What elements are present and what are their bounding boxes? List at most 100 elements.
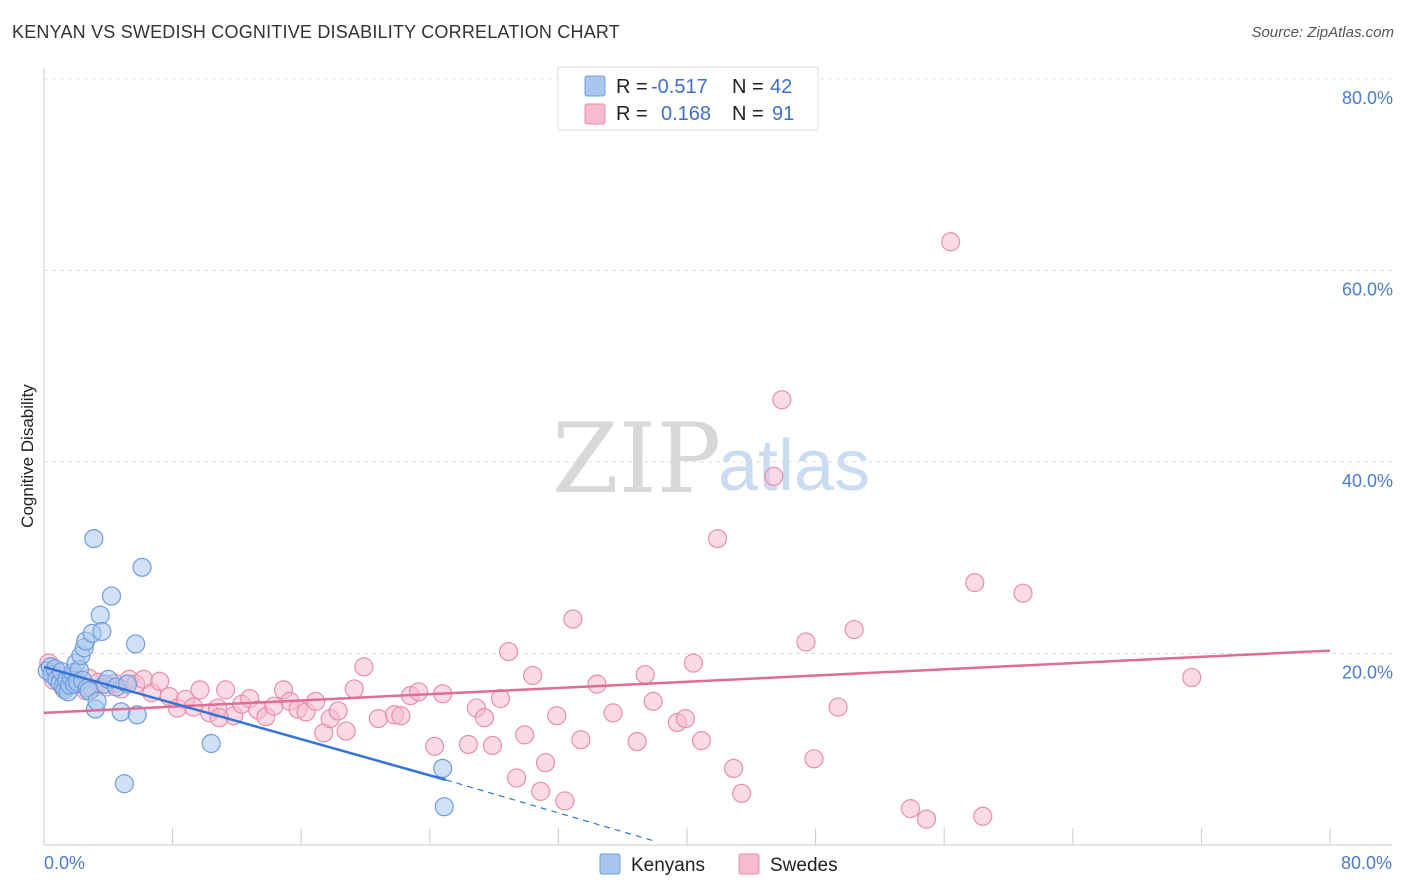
legend-r-label-swedes: R = (616, 103, 648, 125)
swede-point (603, 703, 623, 723)
swede-point (643, 691, 663, 711)
kenyan-point (90, 605, 110, 625)
y-tick-label: 20.0% (1342, 663, 1393, 683)
x-tick-label-max: 80.0% (1341, 853, 1392, 873)
swede-point (587, 674, 607, 694)
swede-point (354, 657, 374, 677)
swede-point (408, 682, 429, 702)
legend-n-label-kenyans: N = (732, 76, 764, 98)
x-ticks (172, 828, 1331, 845)
swede-point (828, 697, 848, 717)
swede-point (772, 390, 792, 410)
legend-n-value-kenyans: 42 (770, 76, 792, 98)
swede-point (535, 753, 556, 773)
swede-point (675, 709, 695, 729)
swede-point (965, 573, 985, 593)
watermark-zip: ZIP (552, 403, 721, 515)
kenyan-point (101, 586, 122, 606)
swede-point (458, 734, 478, 755)
swede-point (344, 679, 364, 699)
swede-point (796, 632, 816, 652)
swede-point (732, 783, 752, 803)
bottom-legend-label-swedes: Swedes (770, 855, 838, 876)
kenyan-point (87, 691, 107, 711)
swede-point (368, 709, 388, 729)
legend-n-label-swedes: N = (732, 103, 764, 125)
legend-r-label-kenyans: R = (616, 76, 648, 98)
bottom-legend-label-kenyans: Kenyans (631, 855, 705, 876)
y-tick-labels: 20.0% 40.0% 60.0% 80.0% (1342, 88, 1393, 683)
swede-point (571, 730, 591, 750)
swede-point (531, 781, 551, 801)
swede-point (523, 665, 543, 686)
kenyan-point (84, 528, 104, 549)
swede-point (490, 688, 511, 709)
kenyan-point (434, 797, 454, 817)
swede-point (190, 680, 210, 700)
gridlines (44, 78, 1392, 654)
swede-point (498, 641, 519, 662)
kenyan-point (433, 758, 453, 779)
axes (43, 68, 1392, 846)
swede-point (563, 609, 583, 629)
kenyan-point (126, 634, 146, 654)
swede-point (482, 735, 503, 756)
swede-point (474, 708, 495, 728)
y-tick-label: 40.0% (1342, 471, 1393, 491)
kenyan-point (127, 705, 147, 725)
trend-lines (43, 649, 1331, 842)
swede-point (973, 806, 993, 826)
swede-point (216, 680, 236, 700)
swede-point (336, 721, 356, 741)
swede-point (515, 725, 535, 745)
swede-point (328, 701, 348, 721)
legend-r-value-kenyans: -0.517 (651, 76, 708, 98)
swede-point (941, 232, 961, 252)
swede-point (627, 731, 647, 752)
swede-point (555, 791, 575, 811)
kenyans-trend-extension (445, 779, 656, 842)
swede-point (306, 691, 326, 711)
swede-point (764, 466, 784, 486)
kenyan-point (111, 702, 131, 722)
bottom-legend-swatch-swedes (738, 853, 760, 875)
swede-point (900, 799, 921, 819)
swede-point (724, 758, 744, 779)
chart-source: Source: ZipAtlas.com (1251, 24, 1394, 41)
swede-point (691, 731, 712, 751)
swede-point (683, 653, 704, 673)
kenyan-point (132, 557, 152, 577)
watermark-atlas: atlas (718, 426, 870, 506)
y-tick-label: 60.0% (1342, 280, 1393, 300)
chart-title: KENYAN VS SWEDISH COGNITIVE DISABILITY C… (12, 22, 620, 42)
swede-point (391, 706, 411, 726)
kenyan-point (114, 774, 134, 794)
kenyans-trend-line (43, 665, 447, 782)
swede-point (150, 671, 170, 691)
legend-r-value-swedes: 0.168 (661, 103, 711, 125)
swede-point (804, 749, 824, 769)
correlation-legend: R = -0.517 N = 42 R = 0.168 N = 91 (557, 66, 819, 131)
bottom-legend-swatch-kenyans (599, 853, 621, 875)
kenyan-point (201, 733, 221, 754)
swede-point (707, 528, 728, 549)
y-tick-label: 80.0% (1342, 88, 1393, 108)
legend-swatch-swedes (584, 103, 606, 125)
swedes-trend-line (43, 649, 1331, 715)
swede-point (635, 664, 655, 685)
kenyan-point (92, 621, 112, 642)
series-legend: Kenyans Swedes (599, 853, 838, 876)
swede-point (507, 768, 527, 788)
swede-point (1013, 583, 1033, 603)
swede-point (264, 696, 284, 716)
y-axis-label: Cognitive Disability (18, 384, 37, 528)
swede-point (547, 706, 567, 726)
swede-point (844, 619, 864, 640)
x-tick-label-min: 0.0% (44, 853, 85, 873)
legend-swatch-kenyans (584, 75, 606, 97)
swede-point (916, 809, 937, 829)
kenyans-points (37, 528, 454, 817)
swede-point (1182, 667, 1202, 688)
legend-n-value-swedes: 91 (772, 103, 794, 125)
